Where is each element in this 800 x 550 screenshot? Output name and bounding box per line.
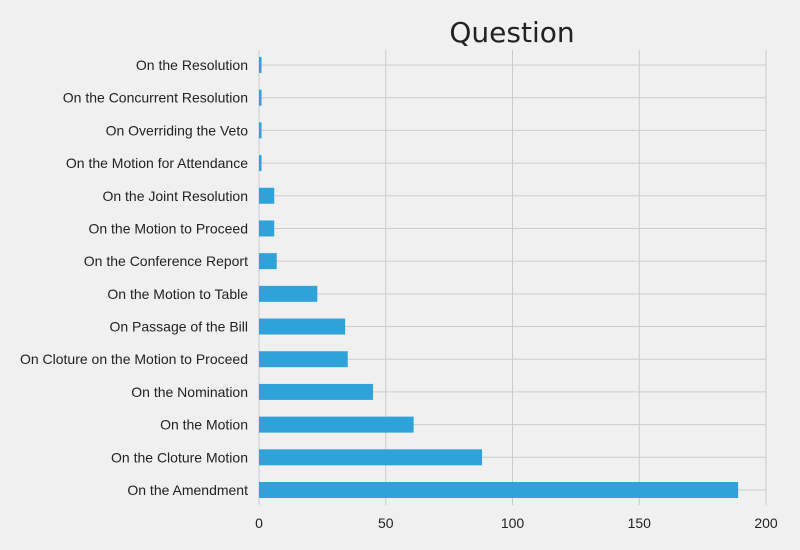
category-label: On the Motion to Table xyxy=(107,286,248,302)
category-label: On the Conference Report xyxy=(84,253,248,269)
bar xyxy=(259,122,262,139)
category-label: On the Amendment xyxy=(127,482,248,498)
bars xyxy=(259,57,739,498)
x-tick-label: 100 xyxy=(501,515,525,531)
bar xyxy=(259,285,318,302)
bar xyxy=(259,187,275,204)
bar xyxy=(259,449,483,466)
bar xyxy=(259,253,277,270)
x-tick-labels: 0 50 100 150 200 xyxy=(255,515,778,531)
bar xyxy=(259,318,346,335)
category-labels: On the Amendment On the Cloture Motion On … xyxy=(20,57,248,498)
bar xyxy=(259,351,348,368)
bar xyxy=(259,89,262,106)
bar xyxy=(259,383,374,400)
category-label: On Passage of the Bill xyxy=(109,319,248,335)
x-tick-label: 200 xyxy=(754,515,778,531)
category-label: On the Motion to Proceed xyxy=(88,220,248,236)
category-label: On the Motion for Attendance xyxy=(66,155,248,171)
category-label: On Cloture on the Motion to Proceed xyxy=(20,351,248,367)
category-label: On the Concurrent Resolution xyxy=(63,90,248,106)
chart-title: Question xyxy=(449,16,574,49)
grid-lines xyxy=(258,50,767,505)
x-tick-label: 50 xyxy=(378,515,394,531)
category-label: On the Resolution xyxy=(136,57,248,73)
bar xyxy=(259,155,262,172)
category-label: On the Nomination xyxy=(131,384,248,400)
category-label: On the Cloture Motion xyxy=(111,449,248,465)
category-label: On the Joint Resolution xyxy=(102,188,248,204)
bar xyxy=(259,220,275,237)
category-label: On Overriding the Veto xyxy=(106,122,249,138)
bar xyxy=(259,416,414,433)
x-tick-label: 0 xyxy=(255,515,263,531)
x-tick-label: 150 xyxy=(628,515,652,531)
bar xyxy=(259,57,262,73)
bar xyxy=(259,482,739,498)
category-label: On the Motion xyxy=(160,417,248,433)
